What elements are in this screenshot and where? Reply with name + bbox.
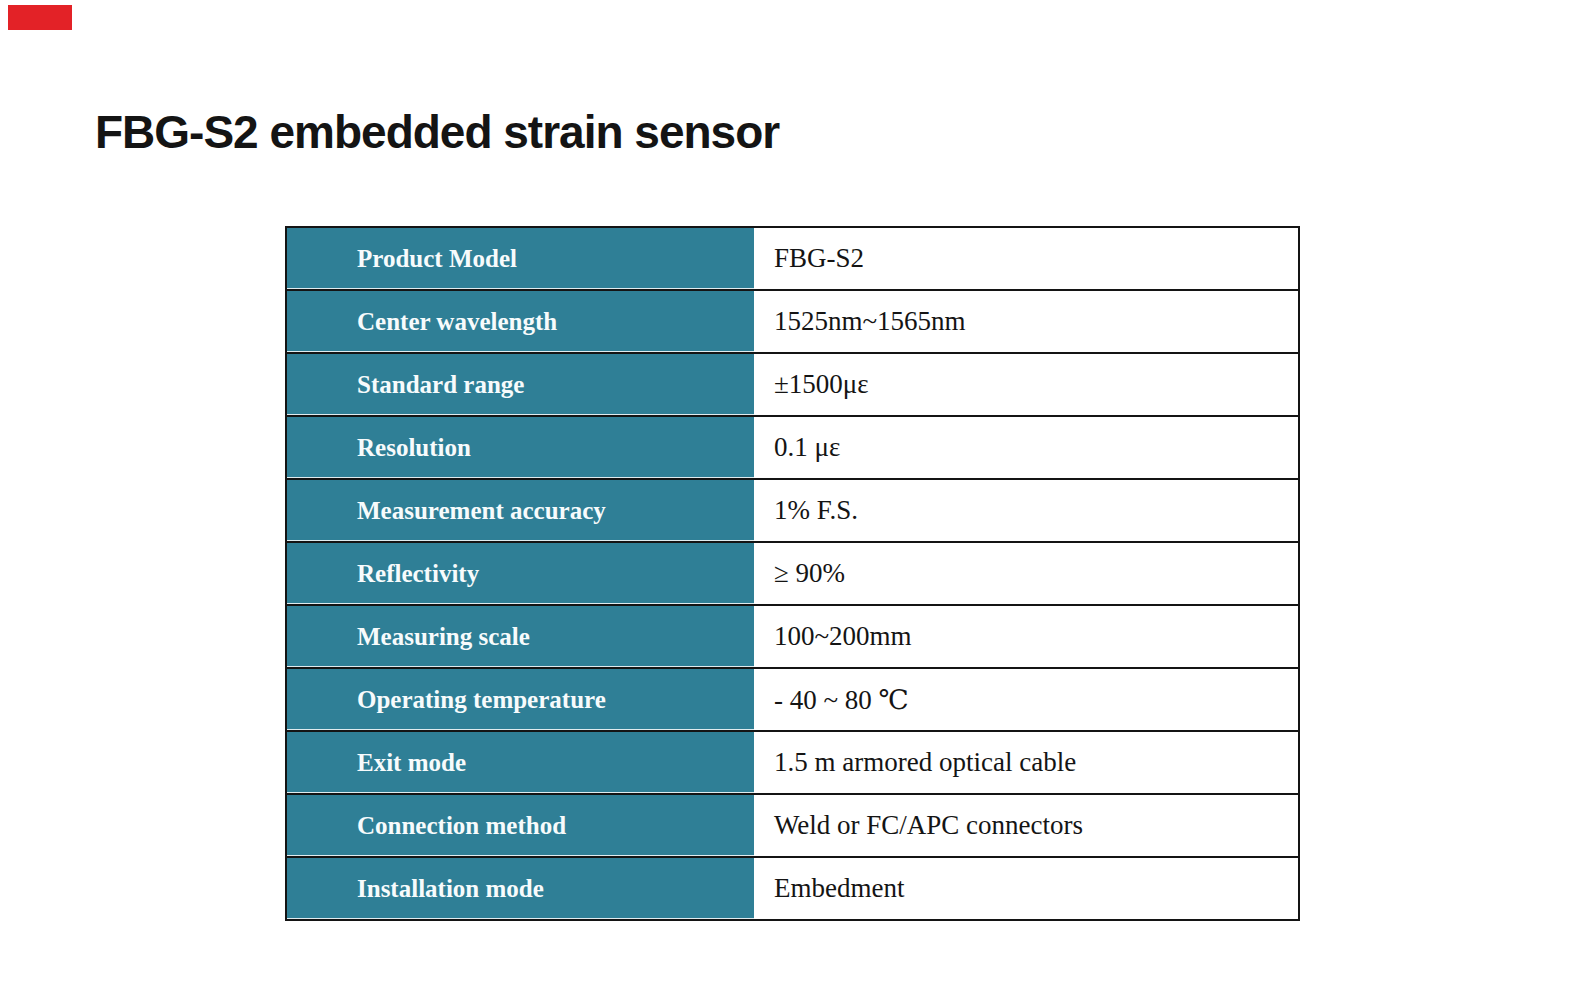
spec-value-cell: ≥ 90% — [754, 542, 1299, 605]
page: FBG-S2 embedded strain sensor Product Mo… — [0, 0, 1587, 1000]
spec-value-cell: - 40 ~ 80 ℃ — [754, 668, 1299, 731]
spec-label-cell: Measurement accuracy — [286, 479, 754, 542]
spec-table: Product Model FBG-S2 Center wavelength 1… — [285, 226, 1300, 921]
spec-value-cell: Weld or FC/APC connectors — [754, 794, 1299, 857]
spec-value-cell: 1.5 m armored optical cable — [754, 731, 1299, 794]
spec-label-cell: Product Model — [286, 227, 754, 290]
red-accent-marker — [8, 5, 72, 30]
page-title: FBG-S2 embedded strain sensor — [95, 106, 779, 159]
spec-label-cell: Resolution — [286, 416, 754, 479]
table-row: Measuring scale 100~200mm — [286, 605, 1299, 668]
spec-value-cell: 1% F.S. — [754, 479, 1299, 542]
spec-value-cell: Embedment — [754, 857, 1299, 920]
spec-value-cell: 1525nm~1565nm — [754, 290, 1299, 353]
spec-label-cell: Measuring scale — [286, 605, 754, 668]
spec-label-cell: Reflectivity — [286, 542, 754, 605]
table-row: Reflectivity ≥ 90% — [286, 542, 1299, 605]
spec-value-cell: 0.1 με — [754, 416, 1299, 479]
spec-value-cell: FBG-S2 — [754, 227, 1299, 290]
spec-label-cell: Installation mode — [286, 857, 754, 920]
spec-label-cell: Center wavelength — [286, 290, 754, 353]
spec-value-cell: 100~200mm — [754, 605, 1299, 668]
table-row: Operating temperature - 40 ~ 80 ℃ — [286, 668, 1299, 731]
spec-value-cell: ±1500με — [754, 353, 1299, 416]
table-row: Standard range ±1500με — [286, 353, 1299, 416]
table-row: Measurement accuracy 1% F.S. — [286, 479, 1299, 542]
table-row: Connection method Weld or FC/APC connect… — [286, 794, 1299, 857]
spec-label-cell: Connection method — [286, 794, 754, 857]
table-row: Resolution 0.1 με — [286, 416, 1299, 479]
table-row: Exit mode 1.5 m armored optical cable — [286, 731, 1299, 794]
table-row: Installation mode Embedment — [286, 857, 1299, 920]
spec-label-cell: Exit mode — [286, 731, 754, 794]
spec-label-cell: Standard range — [286, 353, 754, 416]
spec-label-cell: Operating temperature — [286, 668, 754, 731]
table-row: Product Model FBG-S2 — [286, 227, 1299, 290]
table-row: Center wavelength 1525nm~1565nm — [286, 290, 1299, 353]
